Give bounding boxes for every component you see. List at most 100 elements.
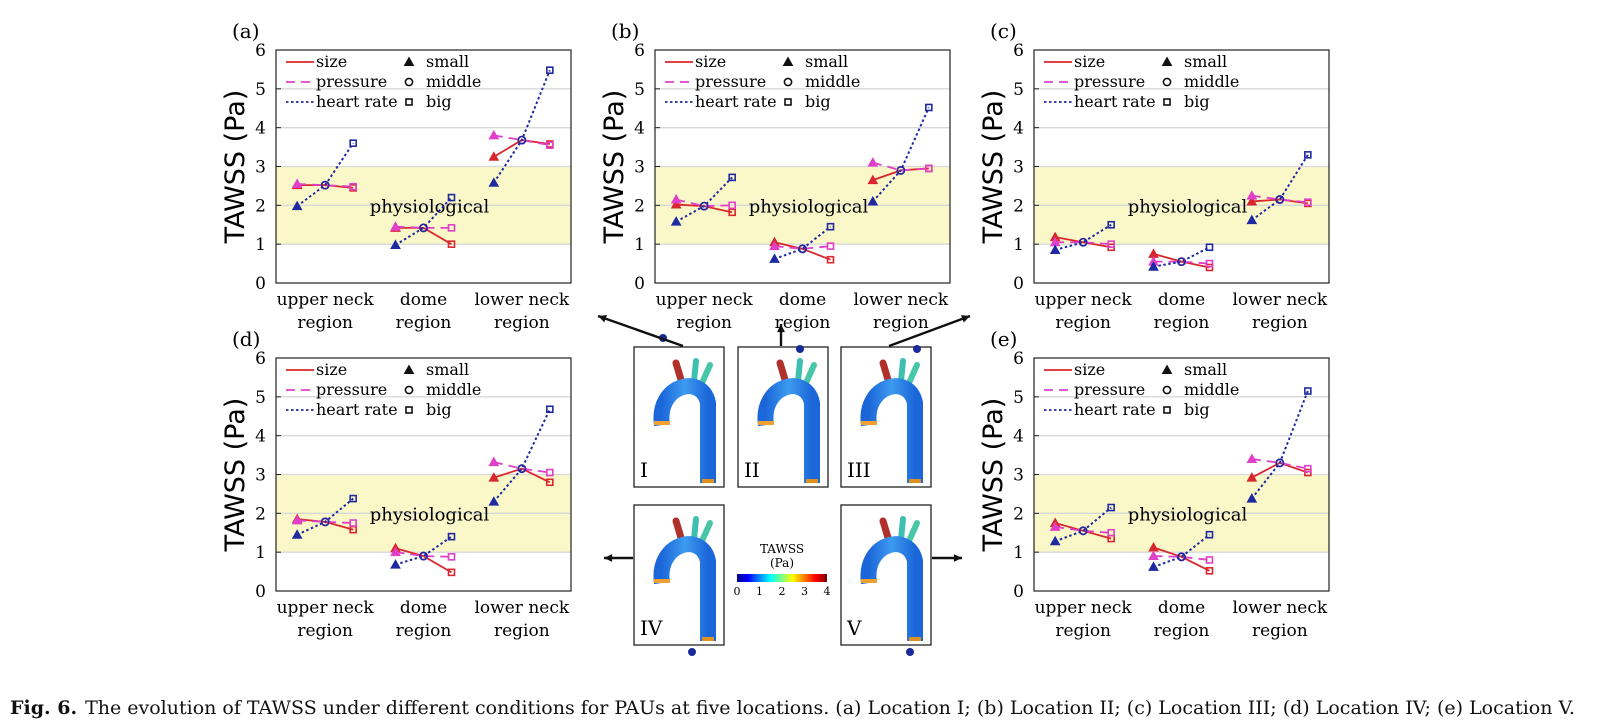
point-heart-rate-big xyxy=(728,173,736,182)
x-tick-label: region xyxy=(1055,621,1111,641)
aorta-branch xyxy=(691,358,699,384)
aorta-vessel xyxy=(757,378,820,483)
aorta-outlet xyxy=(909,637,921,641)
legend-label: pressure xyxy=(1074,72,1145,91)
y-tick-label: 4 xyxy=(1013,427,1024,447)
series-line-size xyxy=(1054,522,1112,540)
x-tick-label: lower neck xyxy=(475,290,570,310)
y-tick-label: 3 xyxy=(255,466,266,486)
series-line-heart-rate xyxy=(492,69,551,184)
panel-label: (e) xyxy=(990,327,1017,351)
y-tick-label: 1 xyxy=(1013,235,1024,255)
series-line-pressure xyxy=(493,134,550,147)
series-line-pressure xyxy=(395,551,452,558)
series-line-pressure xyxy=(1153,260,1210,265)
point-heart-rate-middle xyxy=(1177,552,1186,562)
panel-label: (a) xyxy=(232,19,260,43)
series-line-heart-rate xyxy=(872,107,930,203)
point-pressure-big xyxy=(1107,240,1115,248)
y-tick-label: 5 xyxy=(634,80,645,100)
legend-marker-middle xyxy=(783,77,793,87)
legend-marker-big xyxy=(405,406,413,414)
aorta-branch xyxy=(795,358,803,384)
y-tick-label: 0 xyxy=(255,582,266,602)
aorta-model-inset: III xyxy=(840,345,932,488)
point-heart-rate-middle xyxy=(320,180,330,190)
legend-label: middle xyxy=(805,72,860,91)
arrow-head xyxy=(961,315,970,323)
aorta-outlet xyxy=(806,479,818,483)
y-axis-label: TAWSS (Pa) xyxy=(220,398,251,553)
point-heart-rate-small xyxy=(1049,535,1061,546)
point-pressure-small xyxy=(1246,453,1258,463)
location-label: II xyxy=(744,458,760,482)
aneurysm-marker xyxy=(913,345,921,353)
point-heart-rate-middle xyxy=(896,165,906,175)
y-axis-label: TAWSS (Pa) xyxy=(978,398,1009,553)
y-tick-label: 4 xyxy=(255,427,266,447)
point-heart-rate-big xyxy=(925,103,933,112)
series-line-heart-rate xyxy=(675,176,733,223)
y-tick-label: 2 xyxy=(1013,504,1024,524)
x-tick-label: dome xyxy=(400,290,447,310)
panel-label: (c) xyxy=(990,19,1017,43)
point-heart-rate-big xyxy=(1205,530,1214,539)
aneurysm-marker xyxy=(796,345,804,353)
legend-marker-middle xyxy=(404,385,414,395)
y-tick-label: 5 xyxy=(255,388,266,408)
point-size-big xyxy=(826,255,835,264)
chart-panel: (c) 0 1 2 3 4 5 6 TAWSS (Pa) physiological upper n… xyxy=(978,19,1330,333)
series-line-size xyxy=(493,467,551,484)
point-pressure-small xyxy=(488,456,500,467)
legend-label: middle xyxy=(426,72,481,91)
arrow-head xyxy=(598,315,607,323)
point-size-small xyxy=(488,472,500,482)
legend-label: pressure xyxy=(1074,380,1145,399)
series-line-size xyxy=(493,139,550,158)
series-line-pressure xyxy=(1055,241,1112,246)
point-heart-rate-middle xyxy=(1078,526,1088,536)
panel-label: (b) xyxy=(611,19,639,43)
chart-panel: (a) 0 1 2 3 4 5 6 TAWSS (Pa) physiological upper n… xyxy=(220,19,572,333)
point-size-small xyxy=(867,174,879,185)
legend-label: big xyxy=(426,400,452,419)
x-tick-label: region xyxy=(297,621,353,641)
series-line-pressure xyxy=(297,519,354,524)
x-tick-label: upper neck xyxy=(277,290,375,310)
colorbar-tick-label: 2 xyxy=(779,585,786,598)
x-tick-label: region xyxy=(1252,313,1308,333)
point-pressure-big xyxy=(447,224,456,232)
x-tick-label: region xyxy=(1252,621,1308,641)
point-pressure-big xyxy=(728,201,736,210)
legend-label: small xyxy=(1184,52,1227,71)
caption-label: Fig. 6. xyxy=(10,697,78,719)
point-heart-rate-small xyxy=(1148,561,1159,571)
legend-marker-small xyxy=(403,56,415,66)
y-tick-label: 1 xyxy=(634,235,645,255)
point-heart-rate-small xyxy=(488,496,500,506)
point-heart-rate-big xyxy=(1205,243,1214,252)
point-size-big xyxy=(728,208,736,217)
y-tick-label: 2 xyxy=(255,196,266,216)
point-heart-rate-middle xyxy=(798,244,807,254)
point-size-big xyxy=(447,240,456,248)
point-heart-rate-big xyxy=(826,222,835,231)
legend-marker-big xyxy=(1163,406,1171,414)
y-tick-label: 3 xyxy=(255,158,266,178)
band-label: physiological xyxy=(1128,196,1248,217)
point-size-big xyxy=(1304,468,1312,477)
point-pressure-small xyxy=(291,178,303,188)
aorta-model-inset: I xyxy=(633,334,725,488)
series-line-pressure xyxy=(1251,458,1309,470)
x-tick-label: region xyxy=(1154,621,1210,641)
x-tick-label: region xyxy=(676,313,732,333)
aorta-outlet xyxy=(702,637,714,641)
location-label: IV xyxy=(640,616,663,640)
legend-marker-small xyxy=(782,56,794,66)
legend-label: heart rate xyxy=(1074,92,1156,111)
point-size-small xyxy=(488,151,500,161)
y-tick-label: 6 xyxy=(634,41,645,61)
point-size-big xyxy=(1205,567,1214,575)
point-size-small xyxy=(670,199,682,209)
y-tick-label: 3 xyxy=(1013,158,1024,178)
